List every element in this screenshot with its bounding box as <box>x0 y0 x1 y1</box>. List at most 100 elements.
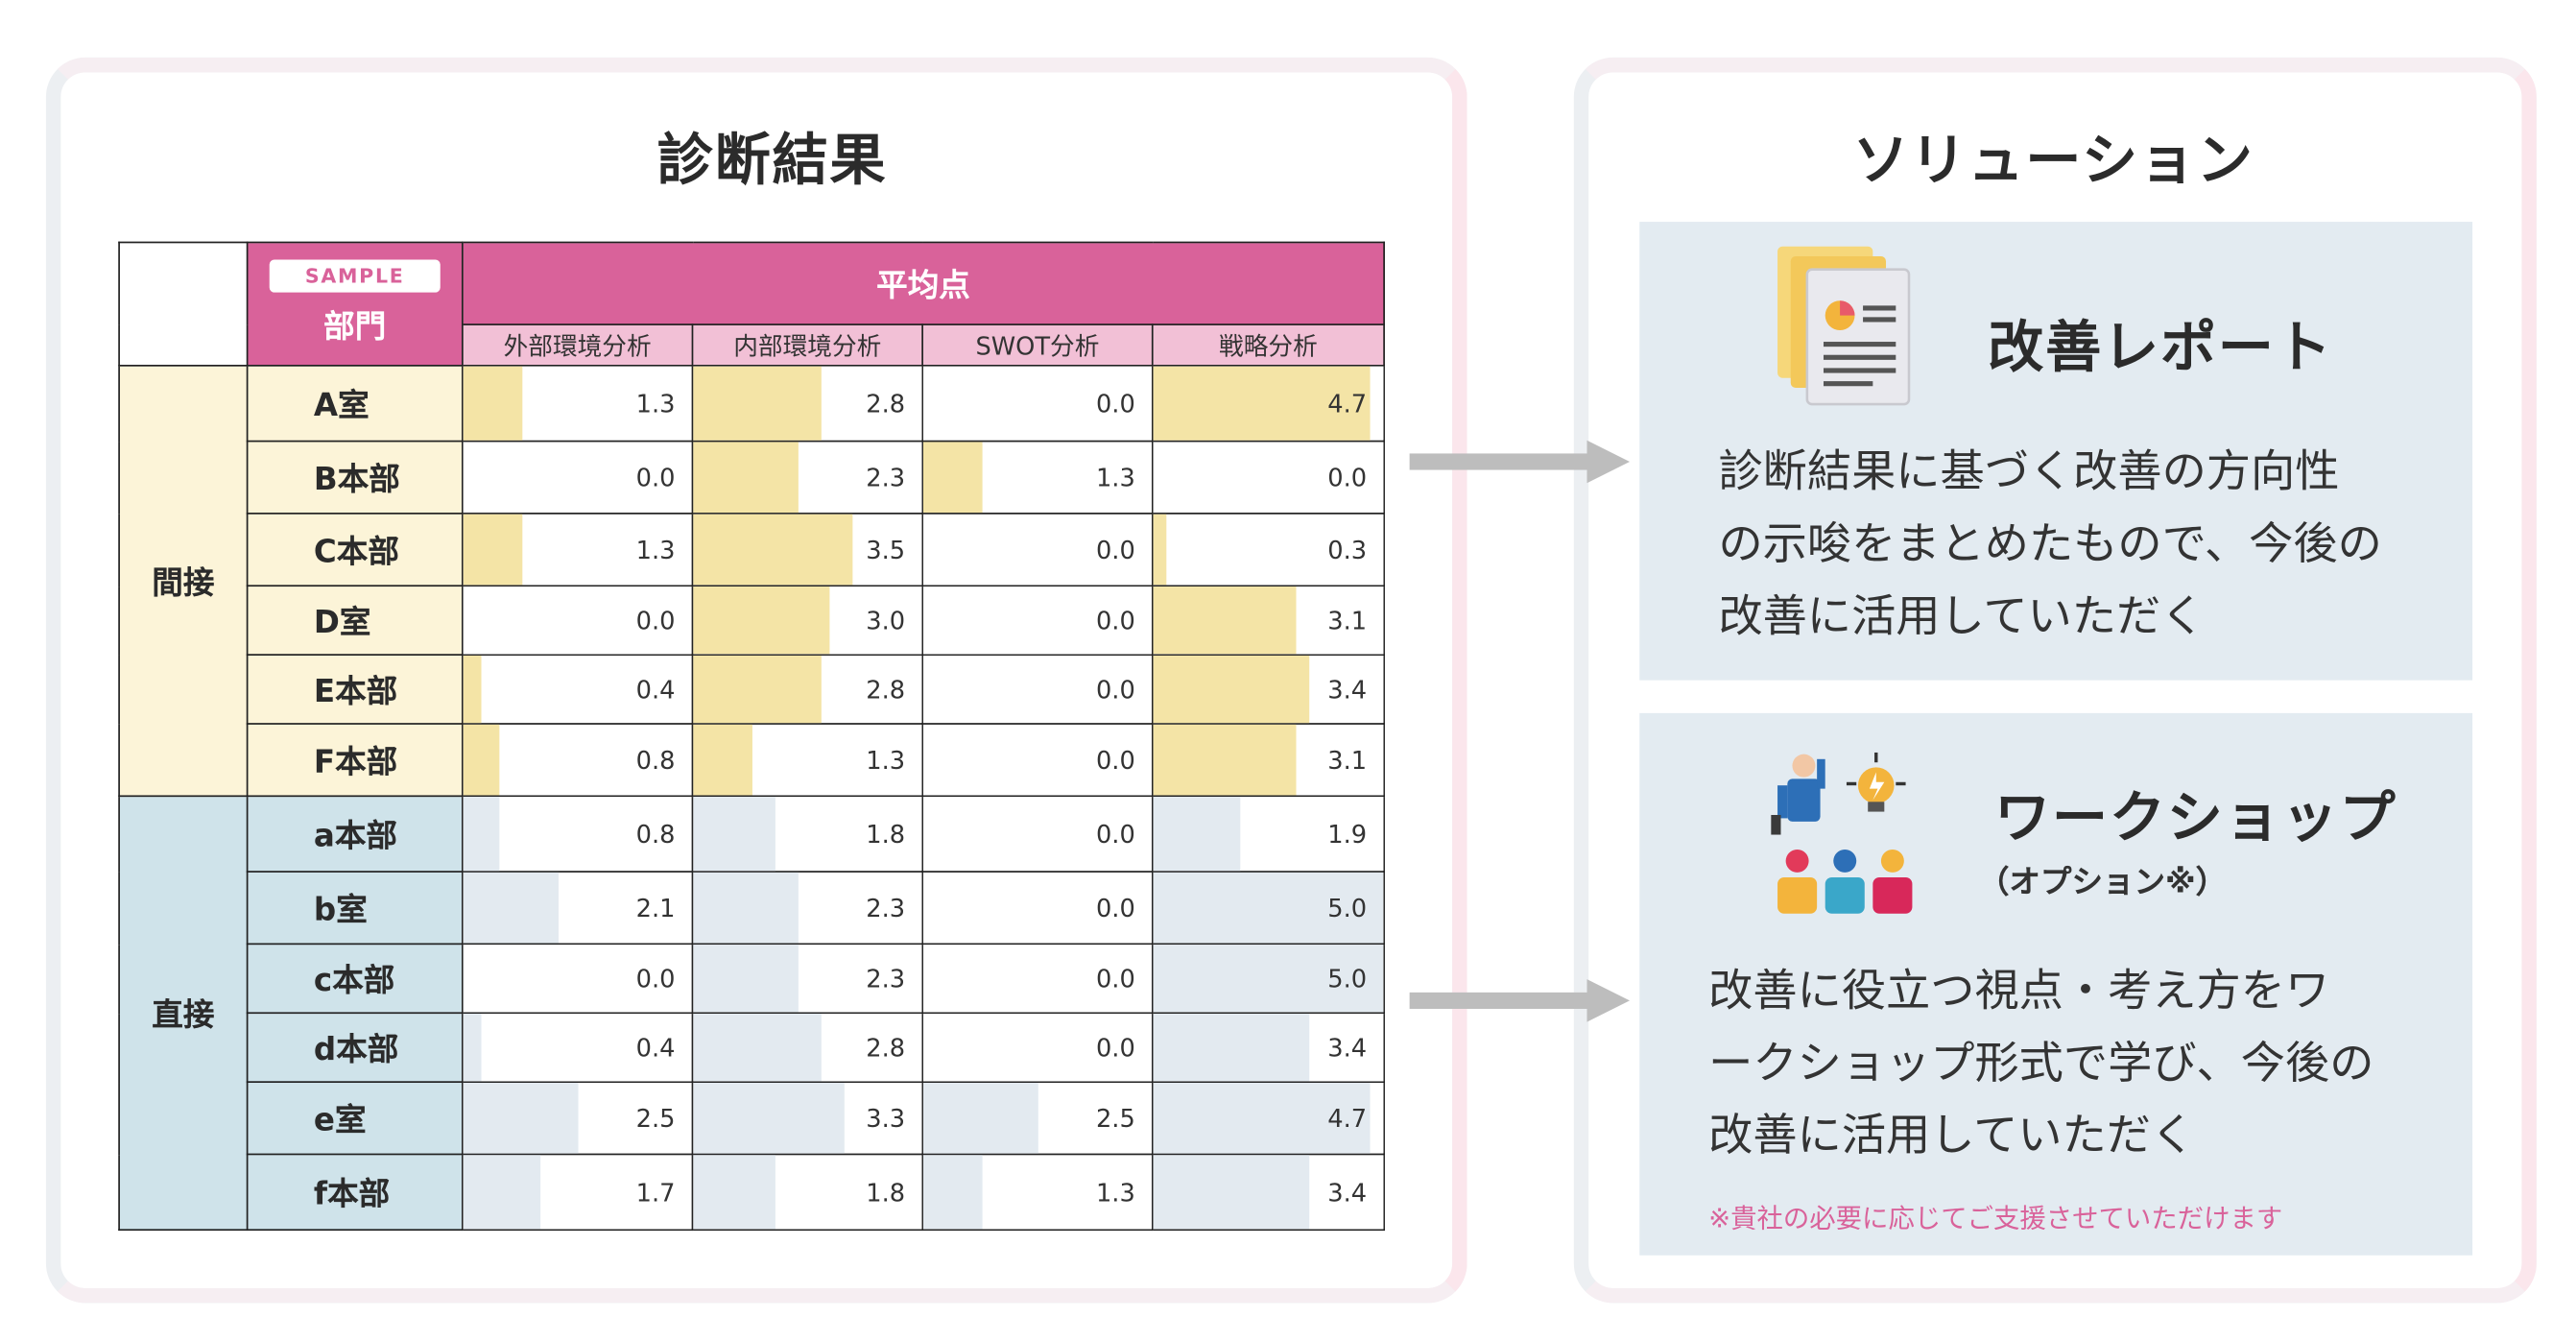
score-value: 0.0 <box>1095 1032 1135 1063</box>
score-bar <box>1153 1083 1370 1154</box>
score-value: 5.0 <box>1327 893 1368 923</box>
workshop-option-note: （オプション※） <box>1977 864 2228 901</box>
dept-header: SAMPLE 部門 <box>246 241 464 367</box>
table-row: 間接 A室 1.3 2.8 0.0 4.7 <box>118 364 1385 798</box>
score-bar <box>693 587 831 655</box>
score-cell: 0.0 <box>1151 440 1385 515</box>
score-bar <box>463 724 500 796</box>
score-cell: 2.3 <box>691 943 923 1015</box>
score-cell: 5.0 <box>1151 943 1385 1015</box>
score-cell: 0.0 <box>461 440 694 515</box>
score-cell: 2.1 <box>461 871 694 946</box>
score-cell: 2.8 <box>691 654 923 725</box>
score-cell: 3.1 <box>1151 585 1385 656</box>
score-value: 0.0 <box>1095 388 1135 419</box>
score-cell: 1.9 <box>1151 795 1385 873</box>
score-value: 2.5 <box>635 1103 676 1134</box>
score-bar <box>1153 945 1384 1013</box>
dept-name: a本部 <box>246 795 464 873</box>
score-value: 1.3 <box>635 535 676 564</box>
score-value: 4.7 <box>1327 388 1368 419</box>
score-value: 0.0 <box>1095 819 1135 850</box>
dept-name: D室 <box>246 585 464 656</box>
column-header: 戦略分析 <box>1151 323 1385 367</box>
group-label-direct: 直接 <box>118 795 249 1232</box>
dept-name: f本部 <box>246 1153 464 1232</box>
arrow-right-icon <box>1409 979 1634 1022</box>
dept-name: B本部 <box>246 440 464 515</box>
score-bar <box>693 797 775 872</box>
score-bar <box>693 366 822 441</box>
workshop-description: 改善に役立つ視点・考え方をワ ークショップ形式で学び、今後の 改善に活用していた… <box>1708 966 2374 1162</box>
score-value: 0.3 <box>1327 535 1368 564</box>
workshop-footnote: ※貴社の必要に応じてご支援させていただけます <box>1708 1202 2283 1234</box>
score-value: 0.8 <box>635 745 676 776</box>
score-bar <box>1153 797 1241 872</box>
average-score-header: 平均点 <box>461 241 1385 325</box>
arrow-right-icon <box>1409 440 1634 484</box>
score-cell: 0.0 <box>921 364 1154 443</box>
dept-name: C本部 <box>246 513 464 587</box>
score-bar <box>693 1155 775 1230</box>
score-value: 5.0 <box>1327 963 1368 994</box>
score-value: 3.4 <box>1327 1177 1368 1208</box>
score-cell: 0.0 <box>921 1012 1154 1084</box>
column-header: 外部環境分析 <box>461 323 694 367</box>
score-value: 3.1 <box>1327 745 1368 776</box>
dept-name: A室 <box>246 364 464 443</box>
score-bar <box>922 1155 983 1230</box>
score-value: 0.8 <box>635 819 676 850</box>
score-cell: 0.0 <box>921 795 1154 873</box>
score-cell: 1.3 <box>921 1153 1154 1232</box>
score-cell: 1.7 <box>461 1153 694 1232</box>
table-row: e室 2.5 3.3 2.5 4.7 <box>119 1081 1385 1156</box>
diagnosis-title: 診断結果 <box>656 128 888 194</box>
score-value: 3.0 <box>866 605 906 635</box>
diagnosis-table: SAMPLE 部門 平均点 外部環境分析 内部環境分析 SWOT分析 戦略分析 … <box>118 241 1385 1232</box>
score-value: 1.8 <box>866 1177 906 1208</box>
score-bar <box>693 655 822 724</box>
score-bar <box>1153 514 1167 586</box>
score-value: 0.0 <box>1327 462 1368 492</box>
score-cell: 0.0 <box>921 585 1154 656</box>
score-bar <box>463 366 523 441</box>
score-cell: 0.8 <box>461 795 694 873</box>
score-bar <box>922 442 983 514</box>
score-value: 0.0 <box>1095 893 1135 923</box>
table-row: c本部 0.0 2.3 0.0 5.0 <box>119 943 1385 1015</box>
dept-header-label: 部門 <box>323 308 387 346</box>
score-value: 2.8 <box>866 674 906 705</box>
table-row: f本部 1.7 1.8 1.3 3.4 <box>119 1153 1385 1232</box>
score-cell: 3.0 <box>691 585 923 656</box>
score-cell: 3.4 <box>1151 1012 1385 1084</box>
report-description: 診断結果に基づく改善の方向性 の示唆をまとめたもので、今後の 改善に活用していた… <box>1718 446 2382 643</box>
score-cell: 3.5 <box>691 513 923 587</box>
score-bar <box>463 1155 541 1230</box>
score-cell: 2.8 <box>691 1012 923 1084</box>
score-bar <box>693 1083 845 1154</box>
column-header: 内部環境分析 <box>691 323 923 367</box>
score-cell: 0.0 <box>921 654 1154 725</box>
table-row: b室 2.1 2.3 0.0 5.0 <box>119 871 1385 946</box>
score-cell: 1.8 <box>691 1153 923 1232</box>
score-value: 0.0 <box>1095 963 1135 994</box>
score-bar <box>1153 1155 1310 1230</box>
score-cell: 2.5 <box>921 1081 1154 1156</box>
score-cell: 0.0 <box>921 871 1154 946</box>
score-value: 0.0 <box>1095 535 1135 564</box>
score-value: 0.0 <box>1095 605 1135 635</box>
score-bar <box>693 514 853 586</box>
score-bar <box>1153 655 1310 724</box>
score-bar <box>693 1014 822 1082</box>
score-value: 0.0 <box>635 462 676 492</box>
score-value: 3.3 <box>866 1103 906 1134</box>
group-label-indirect: 間接 <box>118 364 249 798</box>
score-cell: 5.0 <box>1151 871 1385 946</box>
score-bar <box>1153 724 1297 796</box>
score-cell: 3.1 <box>1151 723 1385 798</box>
score-cell: 3.4 <box>1151 654 1385 725</box>
workshop-people-icon <box>1771 752 1913 914</box>
score-cell: 3.3 <box>691 1081 923 1156</box>
score-value: 2.3 <box>866 462 906 492</box>
score-cell: 4.7 <box>1151 364 1385 443</box>
